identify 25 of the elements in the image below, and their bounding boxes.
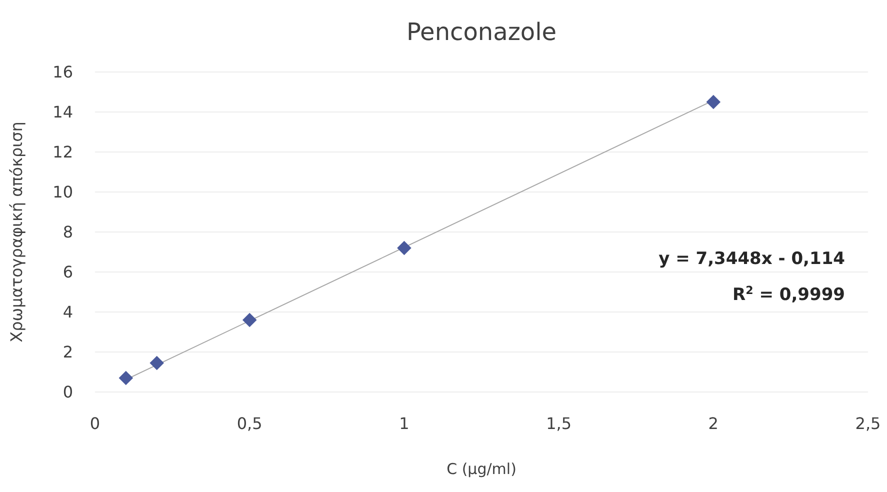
x-tick-label: 1 [399, 414, 410, 433]
y-axis-title: Χρωματογραφική απόκριση [7, 122, 26, 342]
x-tick-label: 0 [90, 414, 100, 433]
x-tick-label: 1,5 [546, 414, 572, 433]
point [397, 240, 412, 256]
y-tick-label: 12 [52, 142, 73, 162]
y-tick-label: 16 [52, 62, 73, 82]
y-tick-label: 4 [62, 302, 73, 322]
y-tick-label: 0 [62, 382, 73, 402]
point [150, 356, 164, 370]
x-tick-label: 2 [708, 414, 718, 433]
chart-title: Penconazole [406, 18, 557, 46]
annotation: y = 7,3448x - 0,114 [658, 249, 846, 269]
y-tick-label: 2 [62, 342, 73, 362]
x-tick-label: 0,5 [236, 414, 262, 433]
y-tick-label: 10 [52, 182, 73, 202]
y-tick-label: 14 [52, 102, 73, 122]
annotation: R$^{2}$ = 0,9999 [732, 284, 845, 305]
point [242, 312, 257, 328]
y-tick-label: 8 [62, 222, 73, 242]
point [118, 370, 134, 386]
x-tick-label: 2,5 [855, 414, 881, 433]
point [706, 94, 721, 110]
x-axis-title: C (μg/ml) [446, 460, 516, 478]
y-tick-label: 6 [62, 262, 73, 282]
